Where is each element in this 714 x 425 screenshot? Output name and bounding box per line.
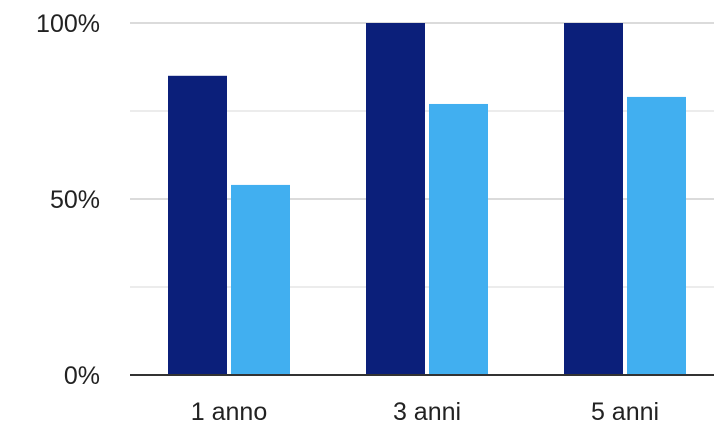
y-tick-label: 100% bbox=[36, 10, 100, 38]
y-tick-label: 50% bbox=[50, 186, 100, 214]
y-axis: 0% 50% 100% bbox=[36, 10, 100, 390]
bar-series-1-1-anno bbox=[168, 75, 227, 376]
bar-series-1-3-anni bbox=[366, 23, 425, 375]
bar-series-2-5-anni bbox=[627, 96, 686, 376]
x-category-label: 1 anno bbox=[191, 398, 267, 425]
x-category-label: 5 anni bbox=[591, 398, 659, 425]
bar-series-1-5-anni bbox=[564, 23, 623, 375]
bar-series-2-3-anni bbox=[429, 103, 488, 376]
y-tick-label: 0% bbox=[64, 362, 100, 390]
bar-series-2-1-anno bbox=[231, 184, 290, 375]
x-category-label: 3 anni bbox=[393, 398, 461, 425]
bars bbox=[168, 23, 686, 376]
x-axis: 1 anno 3 anni 5 anni bbox=[191, 398, 659, 425]
